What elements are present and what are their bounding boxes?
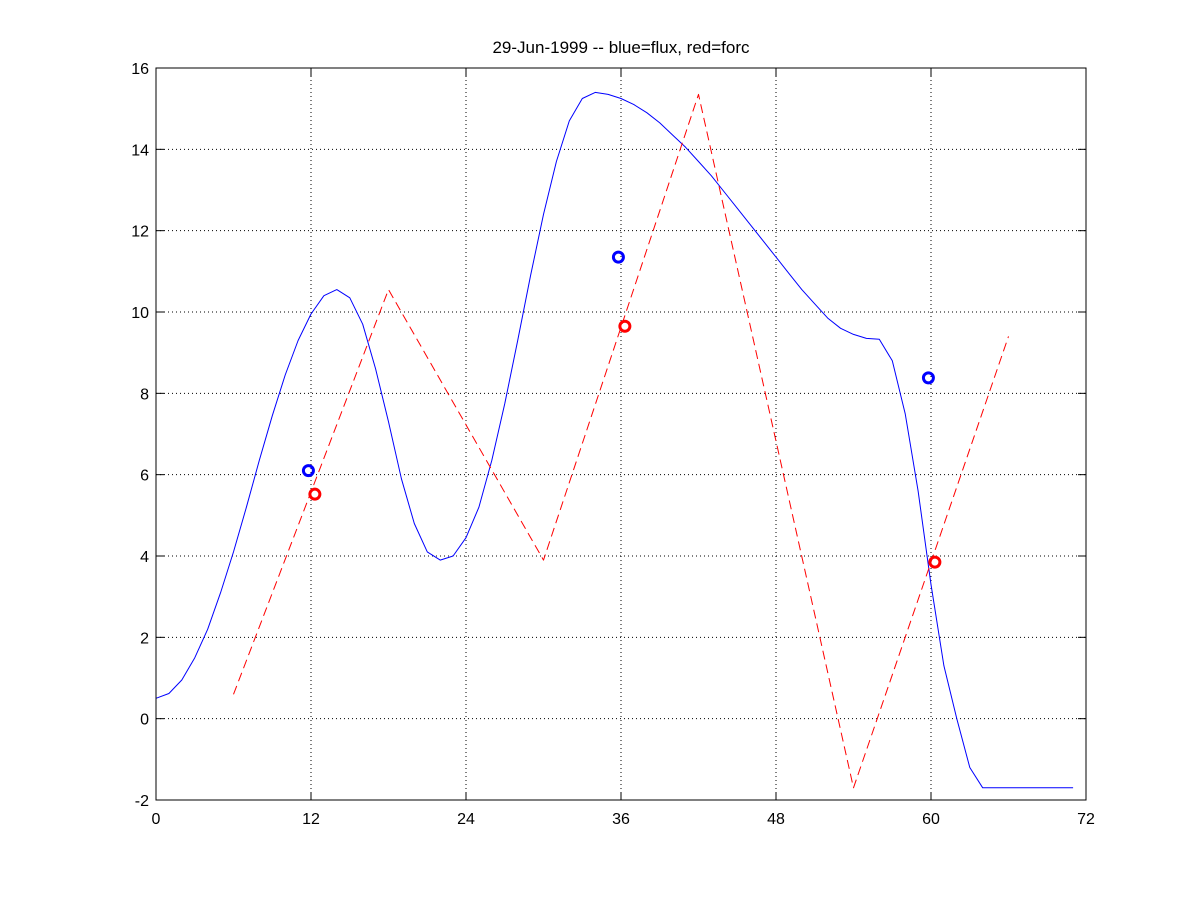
x-tick-label: 36 xyxy=(612,811,630,828)
grid-layer xyxy=(156,68,1086,800)
forc-line xyxy=(233,93,1009,789)
y-tick-label: 10 xyxy=(131,305,149,322)
forc-points-marker xyxy=(308,487,322,501)
forc-points-marker xyxy=(618,319,632,333)
x-tick-label: 24 xyxy=(457,811,475,828)
x-tick-label: 12 xyxy=(302,811,320,828)
x-tick-label: 48 xyxy=(767,811,785,828)
plot-frame xyxy=(155,67,1087,801)
x-tick-label: 0 xyxy=(152,811,161,828)
flux-points-marker xyxy=(611,250,625,264)
chart-title: 29-Jun-1999 -- blue=flux, red=forc xyxy=(492,38,750,57)
y-tick-label: 14 xyxy=(131,142,149,159)
y-tick-label: 12 xyxy=(131,224,149,241)
y-tick-label: 4 xyxy=(140,549,149,566)
y-tick-label: 2 xyxy=(140,630,149,647)
series-layer xyxy=(155,91,1074,789)
flux-points-marker xyxy=(301,464,315,478)
y-tick-label: 16 xyxy=(131,61,149,78)
y-tick-label: 6 xyxy=(140,468,149,485)
y-tick-label: 8 xyxy=(140,386,149,403)
forc-points-marker xyxy=(928,555,942,569)
y-tick-label: 0 xyxy=(140,712,149,729)
flux-points-marker xyxy=(921,371,935,385)
x-tick-label: 60 xyxy=(922,811,940,828)
y-tick-label: -2 xyxy=(135,793,149,810)
x-tick-label: 72 xyxy=(1077,811,1095,828)
flux-line xyxy=(155,91,1074,789)
tick-layer xyxy=(155,67,1087,801)
